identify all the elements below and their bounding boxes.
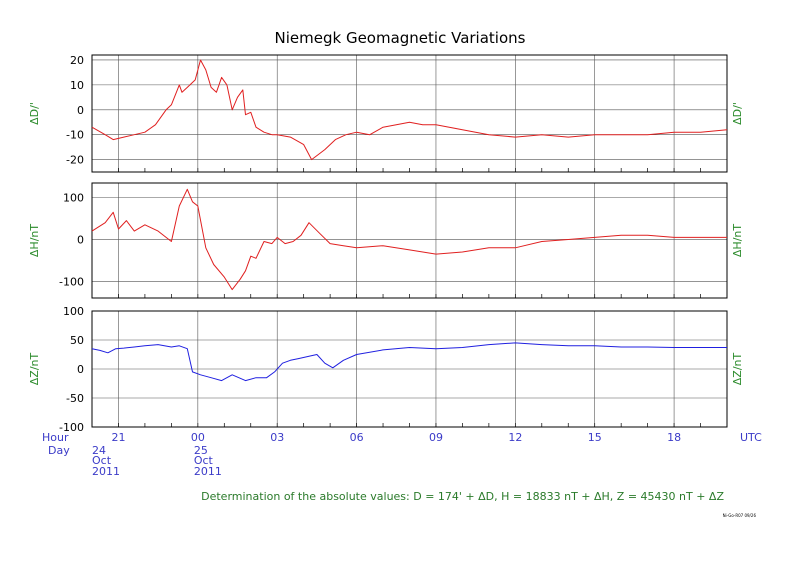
- xtick-label-0: 21: [111, 431, 125, 444]
- ylabel-left-D: ΔD/': [28, 102, 41, 125]
- credit-label: Ni-Go-R07 09/26: [723, 513, 757, 518]
- day-number-1: 25: [194, 444, 208, 457]
- ylabel-left-H: ΔH/nT: [28, 224, 41, 257]
- day-month-0: Oct: [92, 454, 112, 467]
- ytick-label-D-1: -10: [66, 129, 84, 142]
- xtick-label-3: 06: [350, 431, 364, 444]
- xtick-label-7: 18: [667, 431, 681, 444]
- day-number-0: 24: [92, 444, 106, 457]
- ytick-label-Z-3: 50: [70, 334, 84, 347]
- xtick-label-2: 03: [270, 431, 284, 444]
- xtick-label-5: 12: [508, 431, 522, 444]
- ytick-label-D-2: 0: [77, 104, 84, 117]
- day-year-1: 2011: [194, 465, 222, 478]
- absolute-values-note: Determination of the absolute values: D …: [201, 490, 724, 503]
- series-line-H: [91, 188, 727, 291]
- ylabel-right-D: ΔD/': [731, 102, 744, 125]
- ytick-label-Z-0: -100: [59, 421, 84, 434]
- ytick-label-H-2: 100: [63, 192, 84, 205]
- series-line-Z: [91, 342, 727, 382]
- day-month-1: Oct: [194, 454, 214, 467]
- chart-title: Niemegk Geomagnetic Variations: [275, 29, 526, 47]
- ytick-label-D-4: 20: [70, 54, 84, 67]
- series-line-D: [91, 59, 728, 161]
- ylabel-right-H: ΔH/nT: [731, 224, 744, 257]
- ytick-label-Z-2: 0: [77, 363, 84, 376]
- utc-label: UTC: [740, 431, 762, 444]
- ylabel-left-Z: ΔZ/nT: [28, 352, 41, 385]
- panel-D: -20 -10 0 10 20 ΔD/' ΔD/': [28, 54, 744, 173]
- panel-H: -100 0 100 ΔH/nT ΔH/nT: [28, 182, 744, 299]
- x-axis: 21 00 03 06 09 12 15 18HourDayUTC24Oct201125Oct…: [42, 431, 762, 478]
- ytick-label-D-3: 10: [70, 79, 84, 92]
- ytick-label-Z-4: 100: [63, 305, 84, 318]
- ytick-label-D-0: -20: [66, 154, 84, 167]
- day-year-0: 2011: [92, 465, 120, 478]
- panel-frame-D: [91, 54, 728, 173]
- panel-Z: -100 -50 0 50 100 ΔZ/nT ΔZ/nT: [28, 305, 744, 434]
- ytick-label-Z-1: -50: [66, 392, 84, 405]
- ytick-label-H-1: 0: [77, 233, 84, 246]
- xtick-label-4: 09: [429, 431, 443, 444]
- ytick-label-H-0: -100: [59, 275, 84, 288]
- xtick-label-6: 15: [588, 431, 602, 444]
- ylabel-right-Z: ΔZ/nT: [731, 352, 744, 385]
- xtick-label-1: 00: [191, 431, 205, 444]
- panel-frame-H: [91, 182, 728, 299]
- hour-label: Hour: [42, 431, 69, 444]
- day-label: Day: [48, 444, 70, 457]
